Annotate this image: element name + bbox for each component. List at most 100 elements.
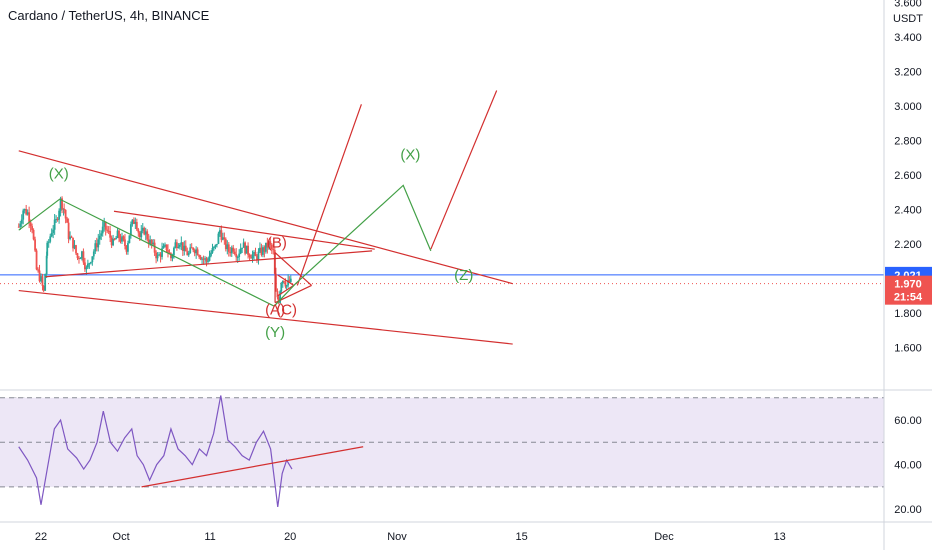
candle-body xyxy=(153,242,156,253)
candle-body xyxy=(229,251,232,254)
price-pane[interactable] xyxy=(0,196,884,305)
candle-body xyxy=(267,241,270,248)
candle-body xyxy=(129,224,132,236)
candle-body xyxy=(112,238,114,246)
candle-body xyxy=(20,219,23,224)
price-axis-tick: 2.600 xyxy=(894,170,922,182)
candle-body xyxy=(269,241,272,245)
candle-body xyxy=(283,280,285,282)
pattern-line-3 xyxy=(277,274,295,286)
candle-body xyxy=(204,258,206,260)
candle-body xyxy=(29,222,32,227)
candle-body xyxy=(95,243,98,248)
candle-body xyxy=(256,256,258,260)
time-axis-label: Oct xyxy=(113,531,130,543)
candle-body xyxy=(91,256,94,263)
candle-body xyxy=(247,245,249,255)
candle-body xyxy=(119,238,122,242)
candle-body xyxy=(196,249,199,256)
price-axis-tick: 1.600 xyxy=(894,343,922,355)
candle-body xyxy=(155,252,158,259)
candle-body xyxy=(214,244,217,247)
candle-body xyxy=(44,274,47,291)
candle-body xyxy=(241,247,244,249)
price-axis-currency: USDT xyxy=(893,13,923,25)
candle-body xyxy=(125,246,128,252)
candle-body xyxy=(82,251,85,263)
candle-body xyxy=(100,233,103,236)
candle-body xyxy=(199,256,202,260)
candle-body xyxy=(227,244,230,252)
candle-body xyxy=(207,260,209,262)
candle-body xyxy=(211,247,214,253)
wave-label: (X) xyxy=(400,146,420,163)
candle-body xyxy=(41,276,44,286)
candle-body xyxy=(84,262,86,270)
rsi-pane[interactable]: RSI (14, close) xyxy=(0,395,884,508)
wave-label: (B) xyxy=(267,234,287,251)
price-axis-tick: 2.800 xyxy=(894,136,922,148)
candle-body xyxy=(124,239,126,247)
close-price-tag-text: 1.970 xyxy=(894,279,922,291)
candle-body xyxy=(156,255,159,259)
candle-body xyxy=(146,231,149,240)
candle-body xyxy=(223,237,226,240)
candle-body xyxy=(285,285,288,287)
candle-body xyxy=(167,250,169,253)
candle-body xyxy=(56,219,59,221)
candle-body xyxy=(226,244,229,250)
candle-body xyxy=(288,279,291,282)
candle-body xyxy=(61,198,63,210)
candle-body xyxy=(233,251,236,254)
candle-body xyxy=(52,229,55,233)
candle-body xyxy=(94,243,97,252)
symbol-title: Cardano / TetherUS, 4h, BINANCE xyxy=(8,8,210,23)
time-axis-label: 20 xyxy=(284,531,296,543)
candle-body xyxy=(50,232,53,237)
candle-body xyxy=(235,253,238,258)
candle-body xyxy=(263,247,266,252)
candle-body xyxy=(171,255,174,259)
candle-body xyxy=(250,257,252,259)
candle-body xyxy=(287,279,290,286)
candle-body xyxy=(161,248,163,257)
price-axis-tick: 2.200 xyxy=(894,239,922,251)
candle-body xyxy=(177,246,180,249)
price-axis-tick: 3.000 xyxy=(894,101,922,113)
candle-body xyxy=(79,258,82,260)
time-axis-label: 22 xyxy=(35,531,47,543)
candle-body xyxy=(195,249,198,254)
pattern-line-4 xyxy=(277,284,295,297)
time-axis-label: 15 xyxy=(515,531,527,543)
candle-body xyxy=(244,242,247,254)
candle-body xyxy=(35,250,38,270)
candle-body xyxy=(23,209,26,211)
candle-body xyxy=(103,221,106,227)
candle-body xyxy=(34,239,36,251)
candle-body xyxy=(25,209,28,215)
candle-body xyxy=(70,236,73,238)
candle-body xyxy=(75,245,77,254)
candle-body xyxy=(86,263,89,268)
candle-body xyxy=(174,242,177,248)
candle-body xyxy=(49,236,52,242)
candle-body xyxy=(272,249,275,251)
candle-body xyxy=(168,252,171,254)
candle-body xyxy=(89,262,92,264)
candle-body xyxy=(59,198,62,211)
candle-body xyxy=(141,227,144,231)
candle-body xyxy=(97,239,100,248)
candle-body xyxy=(239,248,242,254)
candle-body xyxy=(88,263,91,265)
rsi-axis-tick: 20.00 xyxy=(894,504,922,516)
price-axis-tick: 2.400 xyxy=(894,205,922,217)
candle-body xyxy=(218,230,221,234)
pattern-line-1 xyxy=(274,284,312,304)
pattern-line-0 xyxy=(274,252,312,286)
trendline-breakout-arrow-2 xyxy=(430,90,498,250)
trendline-lower-channel xyxy=(18,289,513,345)
candle-body xyxy=(140,230,143,238)
candle-body xyxy=(53,219,56,230)
candle-body xyxy=(238,253,241,257)
